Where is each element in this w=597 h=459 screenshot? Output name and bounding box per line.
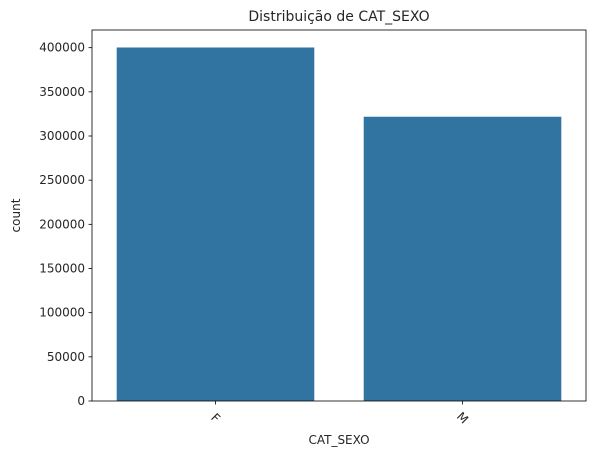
- y-tick-label: 400000: [39, 41, 85, 55]
- y-axis-ticks: 0 50000 100000 150000 200000 250000 300000 3500…: [39, 41, 92, 408]
- y-tick-label: 250000: [39, 173, 85, 187]
- chart-title: Distribuição de CAT_SEXO: [248, 9, 429, 25]
- y-tick-label: 350000: [39, 85, 85, 99]
- y-tick-label: 0: [77, 394, 85, 408]
- bars-group: [116, 47, 562, 402]
- plot-frame: [91, 29, 587, 402]
- bar-m: [363, 116, 562, 401]
- y-tick-label: 100000: [39, 306, 85, 320]
- y-tick-label: 150000: [39, 262, 85, 276]
- x-axis-label: CAT_SEXO: [308, 433, 369, 447]
- bar-f: [116, 47, 315, 402]
- y-axis-label: count: [9, 198, 23, 232]
- y-tick-label: 300000: [39, 129, 85, 143]
- y-tick-label: 200000: [39, 217, 85, 231]
- y-tick-label: 50000: [47, 350, 85, 364]
